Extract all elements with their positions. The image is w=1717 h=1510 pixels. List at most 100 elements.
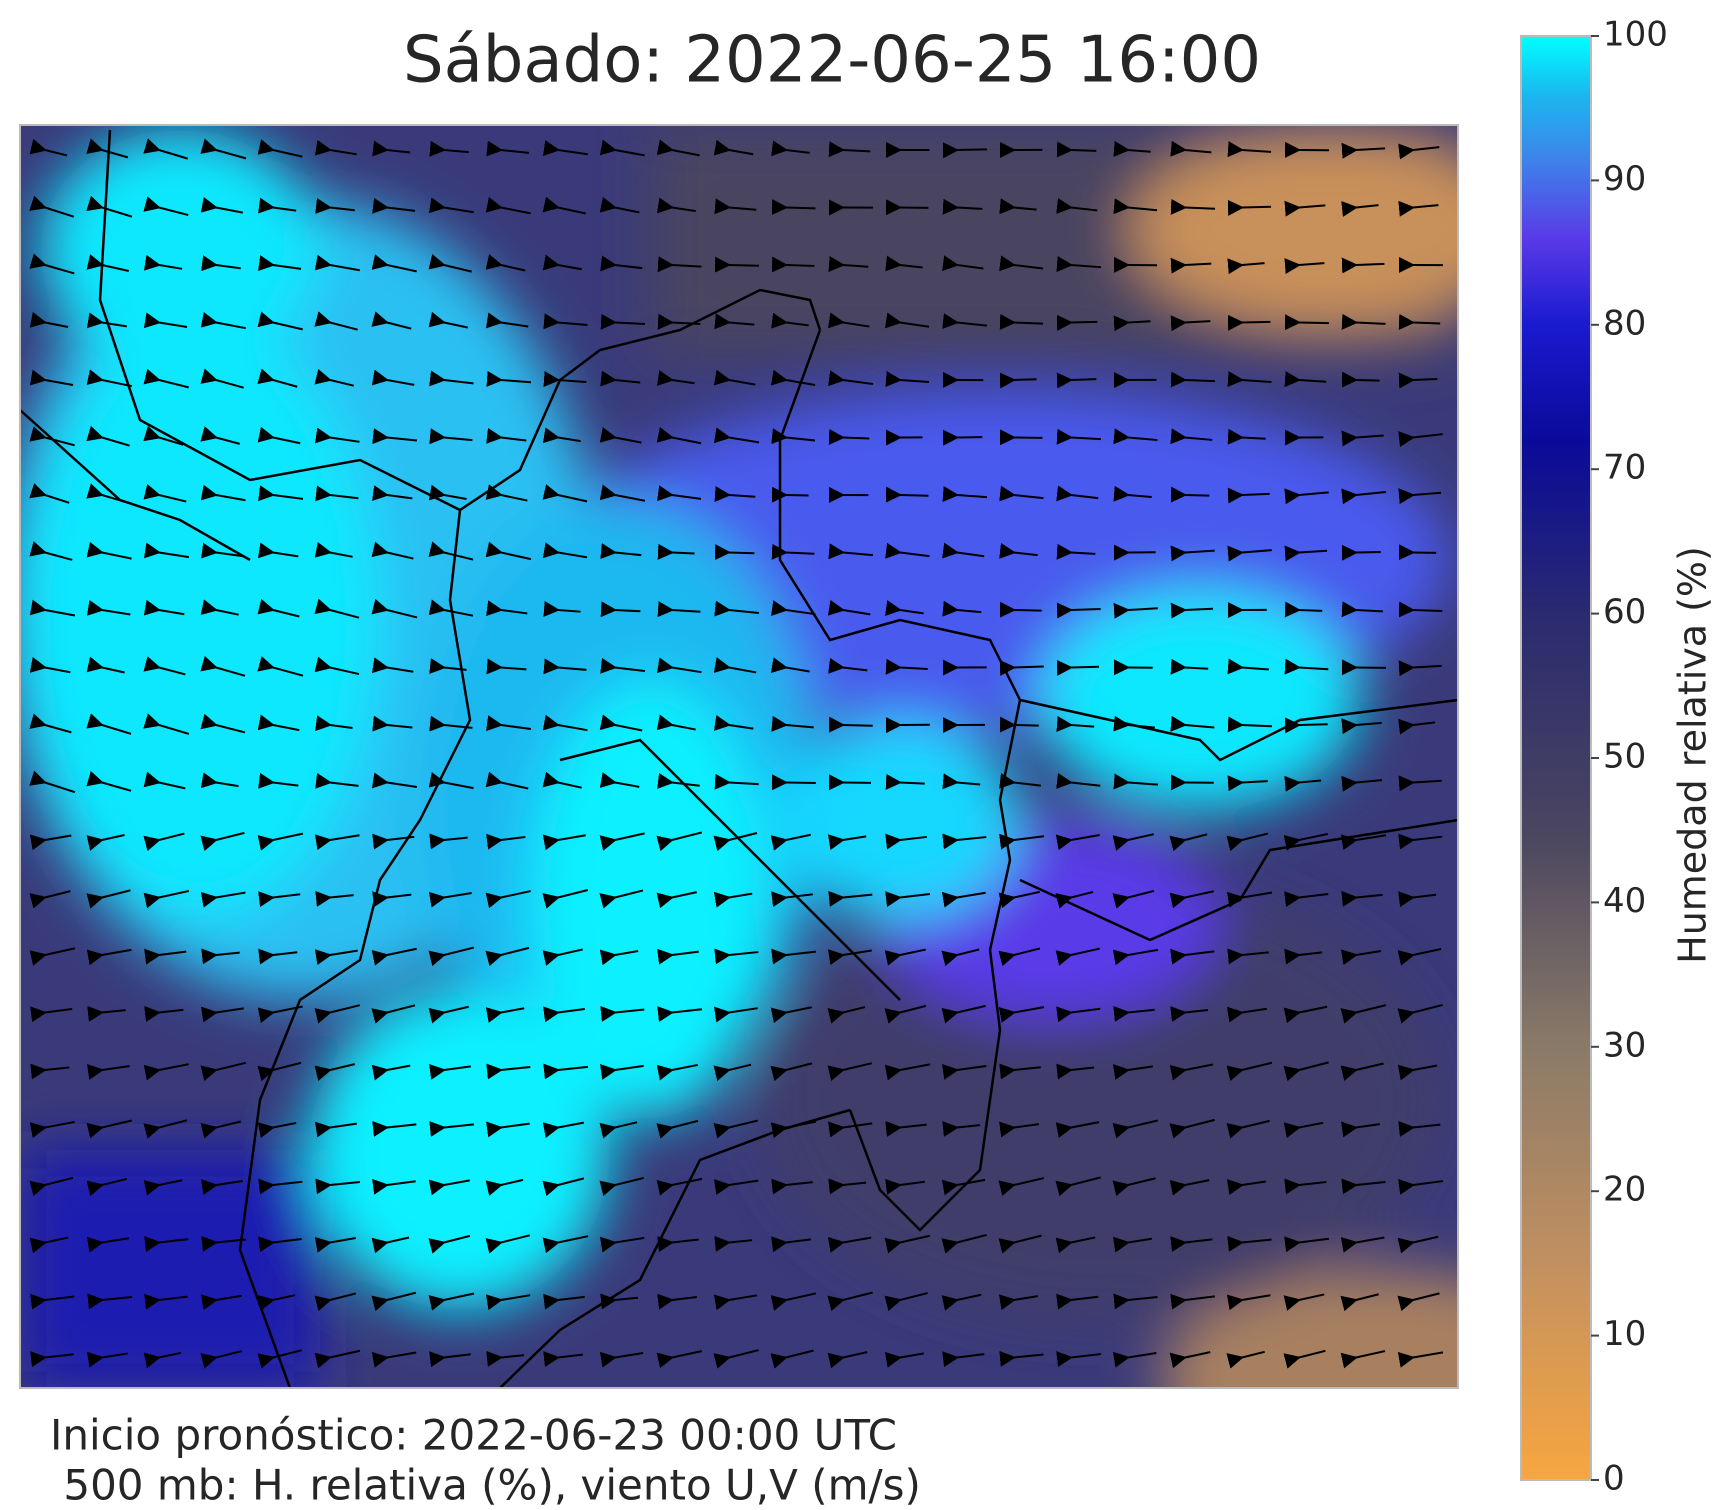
wind-arrow <box>1226 1119 1270 1139</box>
wind-arrow <box>656 426 702 445</box>
colorbar-tick-label: 90 <box>1603 159 1646 199</box>
wind-arrow <box>1170 545 1215 562</box>
wind-arrow <box>1170 486 1210 503</box>
wind-arrow <box>770 833 811 851</box>
wind-arrow <box>770 1062 813 1082</box>
wind-arrow <box>1170 602 1214 619</box>
wind-arrow <box>599 889 644 909</box>
wind-arrow <box>1113 715 1155 732</box>
wind-arrow <box>713 1063 752 1082</box>
wind-arrow <box>86 1177 127 1197</box>
wind-arrow <box>86 195 133 218</box>
colorbar-tick-label: 0 <box>1603 1459 1625 1499</box>
wind-arrow <box>200 1179 243 1195</box>
wind-arrow <box>143 196 189 216</box>
wind-arrow <box>29 483 70 504</box>
wind-arrow <box>87 1064 130 1080</box>
wind-arrow <box>999 198 1037 215</box>
wind-arrow <box>30 1063 70 1080</box>
wind-arrow <box>771 199 816 216</box>
wind-arrow <box>200 772 239 789</box>
wind-arrow <box>1169 1118 1215 1139</box>
wind-arrow <box>713 427 760 444</box>
wind-arrow <box>542 427 581 444</box>
wind-arrow <box>542 889 589 909</box>
wind-arrow <box>314 542 353 558</box>
wind-arrow <box>885 891 931 908</box>
footer-line: 500 mb: H. relativa (%), viento U,V (m/s… <box>50 1461 921 1510</box>
wind-arrow <box>942 198 983 215</box>
wind-arrow <box>86 770 132 792</box>
wind-arrow <box>428 1292 475 1311</box>
wind-arrow <box>200 599 239 616</box>
wind-arrow <box>29 426 75 447</box>
wind-arrow <box>1227 487 1270 504</box>
wind-arrow <box>1169 1063 1214 1081</box>
wind-arrow <box>429 1120 475 1137</box>
wind-arrow <box>429 428 473 445</box>
colorbar-tick-label: 60 <box>1603 592 1646 632</box>
wind-arrow <box>1340 834 1387 851</box>
wind-arrow <box>828 543 874 560</box>
wind-arrow <box>1398 718 1436 735</box>
wind-arrow <box>599 1236 645 1253</box>
wind-arrow <box>201 542 245 559</box>
wind-arrow <box>1398 313 1441 330</box>
wind-arrow <box>257 426 301 445</box>
wind-arrow <box>1340 1350 1386 1369</box>
wind-arrow <box>657 772 700 789</box>
wind-arrow <box>428 484 467 501</box>
wind-arrow <box>542 484 588 503</box>
wind-arrow <box>1284 658 1329 675</box>
wind-arrow <box>942 600 982 617</box>
wind-arrow <box>1056 372 1097 389</box>
wind-arrow <box>428 946 475 967</box>
wind-arrow <box>485 254 526 272</box>
wind-arrow <box>942 773 981 790</box>
wind-arrow <box>1227 314 1271 331</box>
wind-arrow <box>884 1351 924 1368</box>
wind-arrow <box>771 1236 811 1253</box>
wind-arrow <box>656 197 696 214</box>
wind-arrow <box>827 312 870 329</box>
wind-arrow <box>1341 1121 1380 1138</box>
wind-arrow <box>1112 1236 1152 1253</box>
wind-arrow <box>200 138 247 160</box>
wind-arrow <box>144 1236 189 1253</box>
wind-arrow <box>371 947 417 966</box>
wind-arrow <box>998 947 1041 967</box>
wind-arrow <box>1170 140 1212 157</box>
wind-arrow <box>828 1121 873 1138</box>
wind-arrow <box>600 255 643 272</box>
wind-arrow <box>200 713 246 734</box>
wind-arrow <box>486 715 532 732</box>
wind-arrow <box>714 313 755 330</box>
wind-arrow <box>29 1120 75 1138</box>
wind-arrow <box>1169 1179 1210 1196</box>
wind-arrow <box>258 1178 303 1195</box>
wind-arrow <box>1398 488 1442 505</box>
wind-arrow <box>29 657 71 674</box>
wind-arrow <box>29 369 74 386</box>
wind-arrow <box>657 1006 703 1022</box>
wind-arrow <box>771 948 817 965</box>
wind-arrow <box>714 948 759 965</box>
wind-arrow <box>371 598 418 619</box>
wind-arrow <box>29 770 76 794</box>
wind-arrow <box>371 1004 416 1024</box>
wind-arrow <box>771 543 815 560</box>
wind-arrow <box>200 196 243 214</box>
wind-arrow <box>1113 198 1158 215</box>
wind-arrow <box>771 891 813 908</box>
wind-arrow <box>1341 488 1386 505</box>
wind-arrow <box>314 1237 356 1253</box>
wind-arrow <box>771 256 815 273</box>
wind-arrow <box>428 599 474 617</box>
wind-arrow <box>999 542 1038 559</box>
wind-arrow <box>714 544 755 561</box>
wind-arrow <box>1112 1351 1157 1368</box>
wind-arrow <box>1284 717 1328 734</box>
wind-arrow <box>1226 1061 1273 1082</box>
wind-arrow <box>29 834 72 851</box>
wind-arrow <box>29 713 72 734</box>
